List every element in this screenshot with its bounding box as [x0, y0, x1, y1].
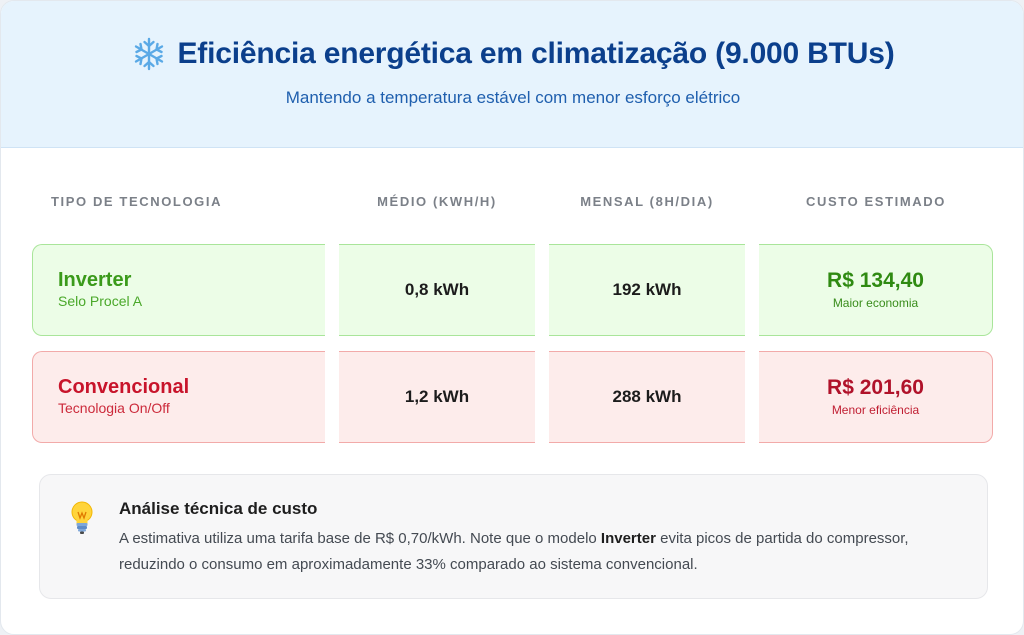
note-text-end: evita picos de partida do compressor, re…	[119, 530, 909, 573]
column-header-hourly: MÉDIO (KWH/H)	[377, 194, 497, 209]
tech-name: Inverter	[58, 269, 132, 291]
cost-cell: R$ 134,40 Maior economia	[759, 244, 993, 336]
tech-cell: Convencional Tecnologia On/Off	[32, 351, 325, 443]
cost-note: Maior economia	[832, 296, 919, 310]
cost-cell: R$ 201,60 Menor eficiência	[759, 351, 993, 443]
note-text-start: A estimativa utiliza uma tarifa base de …	[119, 530, 601, 547]
cost-value: R$ 134,40	[827, 269, 924, 292]
hourly-cell: 0,8 kWh	[339, 244, 535, 336]
cost-note: Menor eficiência	[831, 403, 920, 417]
header: Eficiência energética em climatização (9…	[1, 1, 1023, 148]
note-title: Análise técnica de custo	[119, 499, 318, 518]
monthly-cell: 288 kWh	[549, 351, 745, 443]
snowflake-icon	[134, 37, 163, 71]
hourly-cell: 1,2 kWh	[339, 351, 535, 443]
page-title: Eficiência energética em climatização (9…	[177, 37, 895, 70]
analysis-note: Análise técnica de custo A estimativa ut…	[39, 474, 988, 599]
page-subtitle: Mantendo a temperatura estável com menor…	[285, 88, 741, 107]
hourly-value: 0,8 kWh	[404, 280, 470, 299]
note-text: A estimativa utiliza uma tarifa base de …	[119, 526, 969, 578]
monthly-value: 288 kWh	[612, 387, 682, 406]
monthly-value: 192 kWh	[612, 280, 682, 299]
note-text-bold: Inverter	[600, 530, 656, 547]
column-header-monthly: MENSAL (8H/DIA)	[580, 194, 714, 209]
title-row: Eficiência energética em climatização (9…	[1, 37, 1023, 71]
lightbulb-icon	[71, 501, 93, 534]
column-header-cost: CUSTO ESTIMADO	[806, 194, 946, 209]
monthly-cell: 192 kWh	[549, 244, 745, 336]
tech-cell: Inverter Selo Procel A	[32, 244, 325, 336]
tech-label: Selo Procel A	[58, 293, 143, 309]
cost-value: R$ 201,60	[827, 376, 924, 399]
tech-label: Tecnologia On/Off	[58, 400, 170, 416]
tech-name: Convencional	[58, 376, 190, 398]
column-header-tech: TIPO DE TECNOLOGIA	[51, 194, 223, 209]
hourly-value: 1,2 kWh	[404, 387, 470, 406]
